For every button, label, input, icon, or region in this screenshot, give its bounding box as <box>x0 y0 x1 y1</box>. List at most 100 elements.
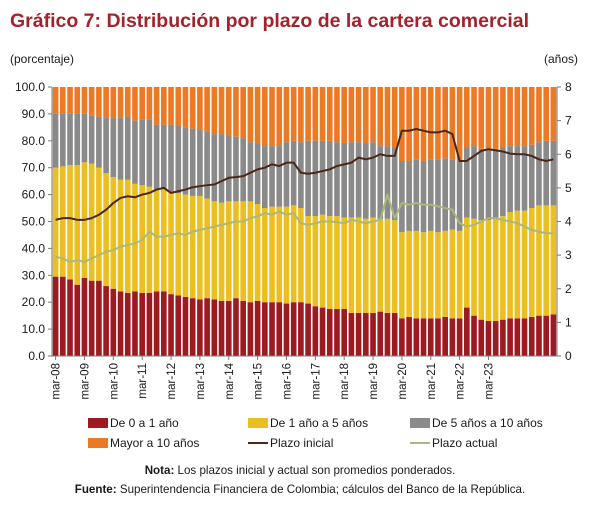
x-tick-label: mar-23 <box>483 363 495 399</box>
bar-3-49 <box>399 160 405 233</box>
bar-3-57 <box>456 160 463 231</box>
bar-3-66 <box>521 146 528 211</box>
bar-1-69 <box>543 315 549 356</box>
bar-4-32 <box>276 87 283 147</box>
bar-2-35 <box>298 208 304 303</box>
x-tick-label: mar-16 <box>281 363 293 399</box>
bar-3-7 <box>96 116 102 168</box>
bar-1-36 <box>305 303 311 356</box>
bar-4-68 <box>536 87 542 143</box>
bar-1-28 <box>247 302 254 356</box>
bar-2-33 <box>283 206 290 304</box>
bar-4-29 <box>254 87 261 144</box>
bar-4-21 <box>197 87 203 131</box>
bar-4-43 <box>355 87 362 143</box>
bar-3-6 <box>88 115 95 164</box>
bar-2-30 <box>262 208 268 303</box>
bar-2-8 <box>103 173 109 287</box>
bar-2-28 <box>247 201 254 303</box>
bar-4-33 <box>283 87 290 143</box>
bar-3-58 <box>464 147 470 218</box>
bar-2-23 <box>211 201 218 300</box>
bar-3-25 <box>225 135 232 202</box>
bar-4-57 <box>456 87 463 161</box>
bar-4-50 <box>406 87 412 161</box>
bar-1-67 <box>528 317 535 356</box>
source-text: Superintendencia Financiera de Colombia;… <box>116 483 526 496</box>
bar-4-17 <box>168 87 174 125</box>
bar-4-30 <box>262 87 268 147</box>
bar-4-37 <box>312 87 319 141</box>
x-tick-label: mar-10 <box>108 363 120 399</box>
bar-1-53 <box>427 318 434 356</box>
bar-2-38 <box>319 214 326 308</box>
x-tick-label: mar-21 <box>426 363 438 399</box>
bar-4-7 <box>96 87 102 117</box>
bar-4-23 <box>211 87 218 135</box>
bar-3-46 <box>377 146 384 219</box>
bar-3-23 <box>211 134 218 202</box>
bar-1-31 <box>269 302 275 356</box>
bar-1-35 <box>298 302 304 356</box>
bar-2-44 <box>363 218 369 313</box>
bar-3-67 <box>528 144 535 209</box>
y-tick-label-left: 80.0 <box>22 134 46 148</box>
bar-1-2 <box>60 276 66 356</box>
bar-2-29 <box>254 204 261 301</box>
bar-2-41 <box>341 217 347 309</box>
bar-3-53 <box>427 159 434 231</box>
axes-layer: 0.0 10.0 20.0 30.0 40.0 50.0 60.0 70.0 80.0 90.0 1… <box>15 80 572 399</box>
bar-1-64 <box>507 318 513 356</box>
bar-2-26 <box>233 201 239 299</box>
chart-title: Gráfico 7: Distribución por plazo de la … <box>10 10 530 32</box>
x-tick-label: mar-19 <box>368 363 380 399</box>
bar-1-37 <box>312 306 319 356</box>
bar-1-22 <box>204 298 210 356</box>
bar-1-56 <box>449 318 456 356</box>
bar-3-12 <box>132 120 138 184</box>
bar-4-40 <box>334 87 340 143</box>
bar-1-41 <box>341 308 347 356</box>
bar-3-1 <box>52 113 59 168</box>
bar-2-47 <box>384 218 391 313</box>
bar-1-39 <box>326 308 333 356</box>
bar-1-43 <box>355 312 362 356</box>
x-tick-label: mar-20 <box>397 363 409 399</box>
bar-4-63 <box>500 87 506 148</box>
plazo-actual-line <box>55 193 554 263</box>
bar-3-42 <box>348 142 355 218</box>
bar-2-4 <box>74 165 81 285</box>
bar-3-45 <box>370 142 376 218</box>
legend-swatch <box>410 418 430 428</box>
bar-1-51 <box>413 318 420 356</box>
bar-2-51 <box>413 230 420 319</box>
bar-3-33 <box>283 142 290 207</box>
bar-4-1 <box>52 87 59 114</box>
y-tick-label-left: 90.0 <box>22 107 46 121</box>
bar-3-11 <box>124 116 131 180</box>
bar-1-65 <box>514 318 521 356</box>
bar-3-21 <box>197 130 203 196</box>
bar-3-17 <box>168 124 174 192</box>
y-tick-label-left: 50.0 <box>22 215 46 229</box>
bar-1-70 <box>550 314 557 356</box>
x-tick-label: mar-11 <box>137 363 149 399</box>
bar-3-32 <box>276 146 283 207</box>
bar-2-36 <box>305 216 311 304</box>
bar-1-4 <box>74 284 81 356</box>
bar-2-49 <box>399 232 405 319</box>
bar-1-60 <box>478 319 485 356</box>
bar-1-17 <box>168 294 174 356</box>
y-tick-label-right: 2 <box>565 282 572 296</box>
bar-4-55 <box>442 87 448 159</box>
bar-4-16 <box>161 87 167 125</box>
bar-3-62 <box>492 148 499 219</box>
bar-1-45 <box>370 312 376 356</box>
bar-4-42 <box>348 87 355 143</box>
x-tick-label: mar-14 <box>224 362 236 399</box>
legend-swatch <box>248 418 268 428</box>
bar-1-21 <box>197 299 203 356</box>
bar-2-9 <box>110 177 117 289</box>
bar-1-54 <box>435 318 441 356</box>
bar-4-36 <box>305 87 311 141</box>
